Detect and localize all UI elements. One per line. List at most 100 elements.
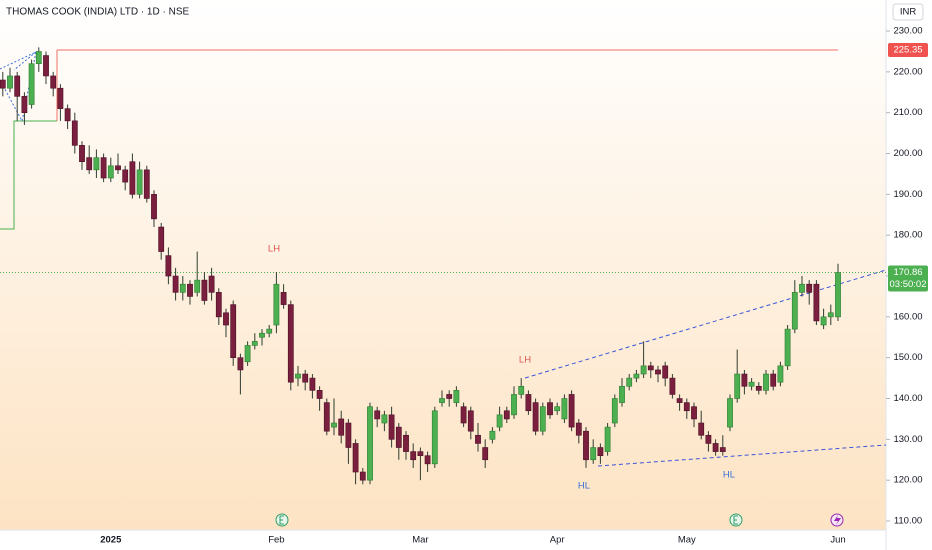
y-tick-label: 230.00 (893, 26, 922, 37)
candle-body (683, 402, 690, 412)
y-tick-label: 110.00 (894, 516, 922, 527)
candle-body (791, 292, 798, 330)
stop-line (0, 120, 57, 230)
candle-body (467, 410, 474, 432)
candle-body (755, 385, 762, 391)
time-axis (0, 530, 886, 550)
candle-body (647, 365, 654, 371)
e-glyph (279, 515, 738, 525)
plot-background (0, 0, 886, 530)
candle-body (835, 272, 841, 318)
candle-body (748, 381, 755, 387)
candle-body (345, 422, 352, 448)
candle-body (640, 365, 647, 375)
candle-body (561, 398, 568, 420)
candle-body (532, 402, 539, 432)
candle-body (194, 279, 201, 293)
candle-body (734, 373, 741, 399)
candle-body (359, 471, 366, 481)
x-tick-label: Mar (412, 535, 428, 546)
candle-body (611, 398, 618, 424)
candle-body (741, 373, 748, 387)
trendline (597, 444, 887, 467)
candle-body (100, 157, 107, 179)
candle-body (633, 373, 640, 379)
candle-body (381, 414, 388, 424)
candle-body (547, 402, 553, 416)
candle-body (525, 394, 532, 412)
candle-body (763, 373, 769, 391)
price-tag-label: 225.35 (893, 45, 922, 56)
x-tick-label: Feb (268, 535, 284, 546)
x-tick-label: 2025 (100, 535, 122, 546)
x-tick-label: May (678, 535, 696, 546)
candle-body (302, 373, 309, 383)
candle-body (604, 426, 611, 452)
candle-body (655, 369, 661, 375)
x-tick-label: Jun (830, 535, 845, 546)
candle-body (439, 398, 445, 403)
candle-body (309, 377, 316, 391)
price-tag-label: 170.86 (893, 267, 922, 278)
candle-body (626, 377, 633, 387)
candle-body (187, 283, 193, 297)
candle-body (57, 87, 64, 109)
candle-body (691, 406, 697, 420)
candle-body (143, 169, 150, 199)
candle-body (0, 79, 6, 89)
pattern-lines (0, 51, 37, 123)
candle-body (475, 434, 481, 444)
candle-body (619, 385, 625, 403)
price-tag (888, 265, 928, 292)
candle-body (410, 451, 417, 461)
candle-body (107, 165, 114, 179)
candle-body (273, 283, 280, 326)
candle-body (223, 312, 229, 326)
pivot-label: LH (268, 244, 280, 255)
chart-title: THOMAS COOK (INDIA) LTD · 1D · NSE (6, 7, 189, 18)
candle-body (460, 406, 467, 424)
candle-body (237, 357, 244, 371)
candle-body (676, 398, 683, 403)
candle-body (352, 443, 359, 473)
candle-body (215, 292, 222, 318)
candle-body (827, 312, 834, 318)
y-tick-label: 140.00 (893, 393, 922, 404)
candle-body (266, 328, 273, 334)
candle-body (208, 275, 215, 293)
candle-body (503, 410, 510, 420)
candle-body (316, 390, 323, 399)
candle-body (280, 292, 287, 305)
candle-body (496, 414, 503, 428)
candle-body (712, 443, 719, 452)
candle-body (518, 385, 525, 395)
candle-body (489, 430, 496, 440)
candle-body (374, 410, 381, 420)
countdown: 03:50:02 (890, 279, 927, 290)
candle-body (784, 328, 791, 367)
y-tick-label: 180.00 (893, 230, 922, 241)
y-tick-label: 210.00 (893, 107, 922, 118)
y-tick-label: 220.00 (893, 66, 922, 77)
candle-body (777, 365, 784, 383)
candle-body (244, 345, 251, 363)
y-tick-label: 190.00 (893, 189, 922, 200)
candle-body (770, 373, 777, 387)
candle-body (820, 316, 827, 326)
event-icons (275, 513, 844, 527)
candle-body (172, 275, 179, 293)
candle-body (453, 390, 460, 403)
candle-body (331, 422, 337, 428)
candle-body (446, 394, 453, 399)
candle-body (388, 414, 395, 440)
candle-body (554, 406, 561, 412)
candle-body (417, 451, 424, 456)
candle-body (583, 430, 589, 461)
candle-body (35, 51, 42, 64)
candle-body (482, 447, 489, 461)
candle-body (799, 283, 805, 293)
candle-body (115, 165, 121, 171)
candle-body (165, 255, 172, 277)
y-tick-label: 130.00 (893, 434, 922, 445)
candle-body (79, 145, 85, 162)
